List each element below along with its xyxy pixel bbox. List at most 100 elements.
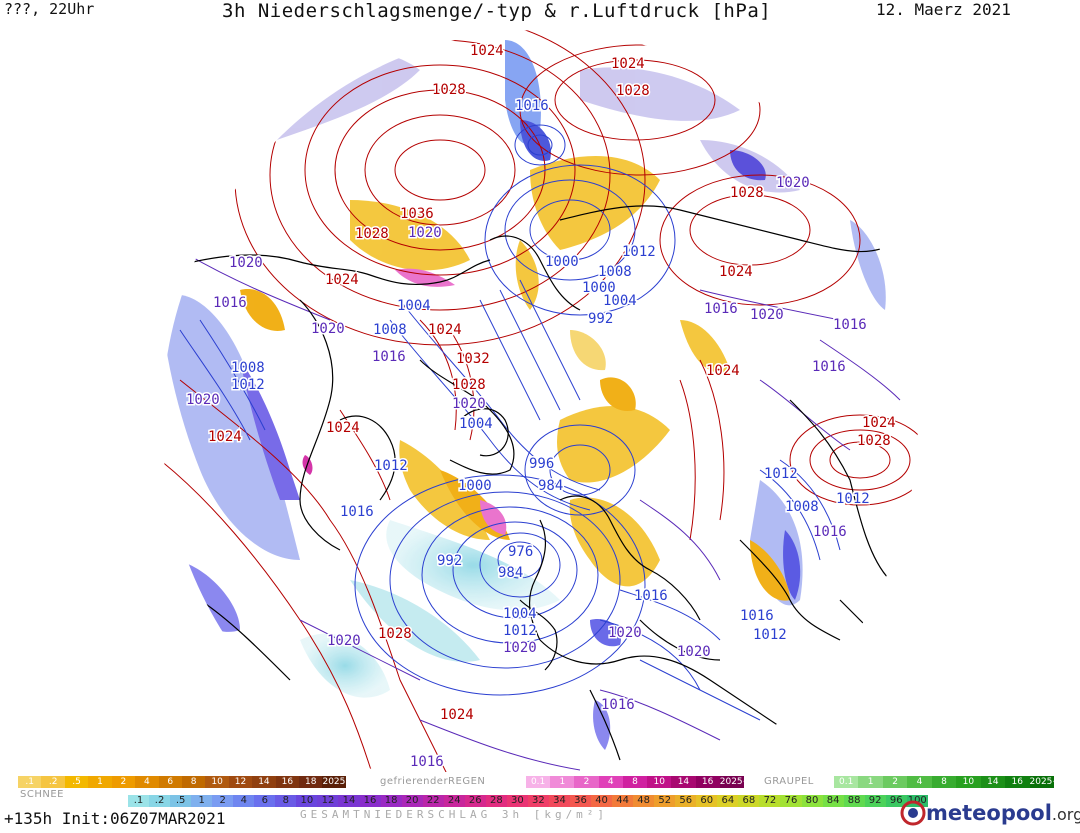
isobar-label: 1024 [470,43,504,59]
forecast-date-label: 12. Maerz 2021 [876,0,1011,19]
legend-bin: 4 [135,776,159,788]
isobar-label: 1000 [582,280,616,296]
isobar-label: 1020 [503,640,537,656]
isobar-label: 1024 [208,429,242,445]
legend-bin: .5 [64,776,89,788]
legend-bin: 1 [550,776,575,788]
isobar-label: 1036 [400,206,434,222]
legend-bin: 4 [598,776,623,788]
isobar-label: 1012 [503,623,537,639]
logo-icon [900,800,926,826]
legend-bin: 22 [422,795,444,807]
isobar-label: 996 [529,456,554,472]
legend-bin: 44 [612,795,634,807]
isobar-label: 1004 [603,293,637,309]
total-precip-legend-title: GESAMTNIEDERSCHLAG 3h [kg/m²] [300,808,609,821]
legend-bin: 2025+ [322,776,346,788]
isobar-label: 1008 [231,360,265,376]
graupel-legend-title: GRAUPEL [764,776,814,787]
legend-bin: 88 [843,795,865,807]
legend-bin: 24 [443,795,465,807]
init-time-label: +135h Init:06Z07MAR2021 [4,809,226,828]
isobar-label: 1024 [326,420,360,436]
isobar-label: 1012 [374,458,408,474]
map-disk [162,30,918,772]
legend-bin: 10 [956,776,981,788]
legend-bin: 72 [759,795,781,807]
legend-bin: 56 [675,795,697,807]
total-precip-legend: .1.2.5 1 2 4 6 8 10 12 14 16 18 20 22 24 26 28 30 32 34 36 4… [128,795,928,807]
isobar-label: 1000 [545,254,579,270]
isobar-label: 1020 [408,225,442,241]
legend-bin: .2 [41,776,65,788]
forecast-time-label: ???, 22Uhr [4,0,95,18]
legend-bin: 52 [654,795,676,807]
isobar-label: 1024 [862,415,896,431]
isobar-label: 1024 [325,272,359,288]
isobar-label: 1024 [440,707,474,723]
legend-bin: 8 [931,776,957,788]
isobar-label: 1016 [740,608,774,624]
isobar-label: 1020 [311,321,345,337]
isobar-label: 1028 [616,83,650,99]
isobar-label: 1004 [459,416,493,432]
isobar-label: 1020 [750,307,784,323]
isobar-label: 1028 [378,626,412,642]
isobar-label: 992 [437,553,462,569]
isobar-label: 1012 [764,466,798,482]
legend-bin: 14 [338,795,360,807]
isobar-label: 1016 [833,317,867,333]
isobar-label: 984 [498,565,523,581]
isobar-label: 1020 [677,644,711,660]
legend-bin: 32 [527,795,549,807]
legend-bin: 2 [574,776,599,788]
isobar-labels: 1024 1024 1028 1016 1028 1036 1028 1020 1024 1028… [185,42,898,772]
legend-bin: 4 [233,795,255,807]
isobar-label: 1024 [611,56,645,72]
isobar-label: 976 [508,544,533,560]
legend-bin: 80 [801,795,823,807]
isobar-label: 1016 [813,524,847,540]
legend-bin: 100 [906,795,928,807]
legend-bin: 8 [622,776,648,788]
legend-bin: 68 [738,795,760,807]
isobar-label: 1016 [704,301,738,317]
legend-bin: .1 [128,795,150,807]
legend-bin: 2 [111,776,136,788]
precipitation-layer [162,40,886,750]
isobar-label: 1028 [730,185,764,201]
legend-bin: 20 [401,795,423,807]
legend-bin: 84 [822,795,844,807]
isobar-label: 1000 [458,478,492,494]
isobar-label: 1020 [776,175,810,191]
isobar-label: 1012 [836,491,870,507]
legend-bin: 64 [717,795,739,807]
legend-bin: 18 [380,795,402,807]
isobar-label: 1016 [812,359,846,375]
legend-bin: 30 [506,795,528,807]
legend-bin: 6 [254,795,276,807]
legend-bin: 12 [228,776,253,788]
isobar-label: 1012 [231,377,265,393]
legend-bin: 1 [191,795,213,807]
legend-bin: 14 [671,776,696,788]
isobar-label: 1008 [598,264,632,280]
legend-bin: 1 [88,776,112,788]
isobar-label: 1028 [857,433,891,449]
meteopool-logo[interactable]: meteopool.org [900,800,1080,826]
legend-bin: 28 [485,795,507,807]
legend-bin: 10 [205,776,229,788]
isobar-label: 1012 [753,627,787,643]
legend-bin: 96 [885,795,907,807]
legend-bin: 34 [548,795,570,807]
isobar-label: 1012 [622,244,656,260]
legend-bin: 76 [780,795,802,807]
legend-bin: 16 [275,776,300,788]
low-pressure-isobars [179,124,841,721]
legend-bin: 6 [158,776,182,788]
isobar-label: 1020 [608,625,642,641]
legend-bin: 2 [882,776,908,788]
